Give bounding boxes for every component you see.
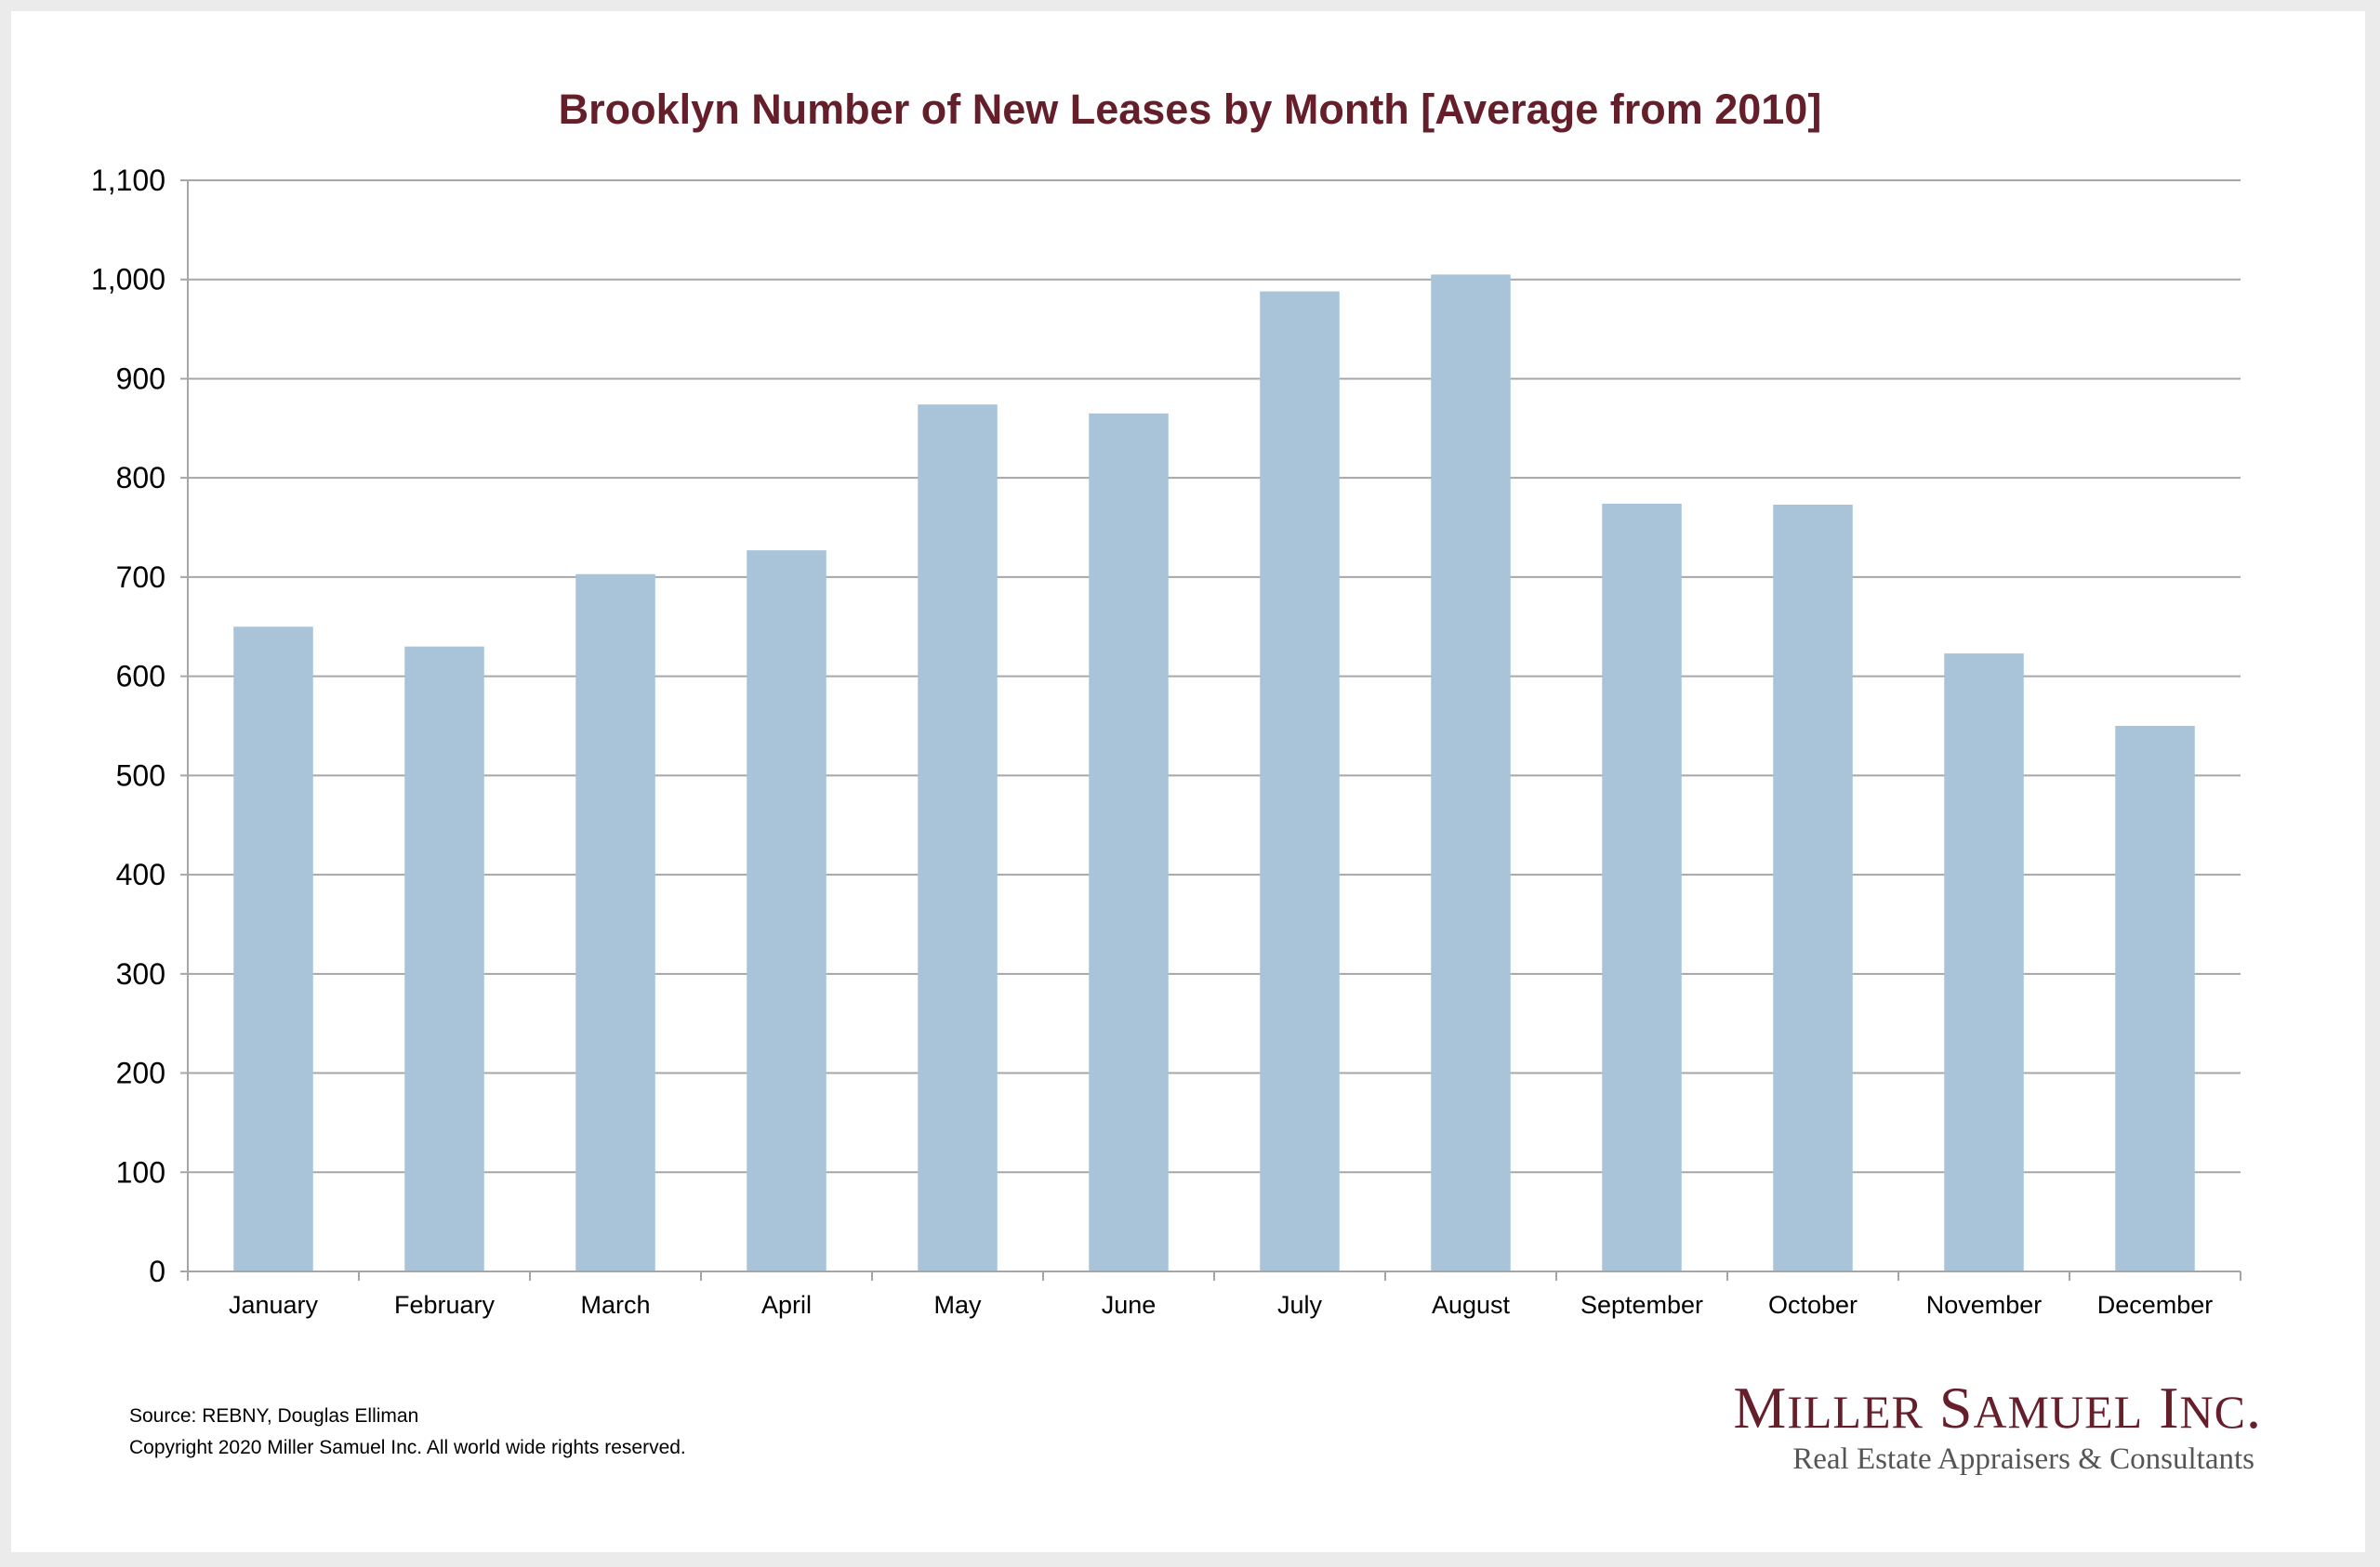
bar — [2115, 726, 2195, 1271]
x-tick-label: June — [1102, 1291, 1157, 1319]
bar — [1944, 653, 2024, 1271]
x-tick-label: May — [933, 1291, 982, 1319]
y-tick-label: 700 — [116, 560, 165, 594]
x-tick-label: October — [1768, 1291, 1858, 1319]
company-tagline: Real Estate Appraisers & Consultants — [1792, 1442, 2254, 1476]
company-logo: MILLER SAMUEL INC. — [1733, 1375, 2262, 1441]
x-tick-label: March — [580, 1291, 650, 1319]
bar — [233, 626, 313, 1271]
x-tick-label: January — [229, 1291, 319, 1319]
y-tick-label: 500 — [116, 758, 165, 792]
y-tick-label: 200 — [116, 1057, 165, 1090]
bar — [1260, 291, 1340, 1271]
x-tick-label: August — [1432, 1291, 1511, 1319]
bar — [747, 550, 826, 1271]
y-tick-label: 100 — [116, 1155, 165, 1189]
y-tick-label: 300 — [116, 957, 165, 991]
copyright-note: Copyright 2020 Miller Samuel Inc. All wo… — [129, 1437, 686, 1458]
y-tick-label: 0 — [149, 1255, 165, 1288]
bar — [1773, 504, 1853, 1271]
source-note: Source: REBNY, Douglas Elliman — [129, 1405, 419, 1427]
y-tick-label: 900 — [116, 362, 165, 395]
x-tick-label: September — [1580, 1291, 1703, 1319]
chart-title: Brooklyn Number of New Leases by Month [… — [558, 86, 1822, 133]
x-tick-label: November — [1926, 1291, 2043, 1319]
bar — [575, 573, 655, 1271]
bar — [1089, 413, 1169, 1271]
x-tick-label: February — [394, 1291, 496, 1319]
y-tick-label: 800 — [116, 461, 165, 494]
bar — [1431, 274, 1511, 1272]
x-tick-label: April — [761, 1291, 812, 1319]
bar — [918, 404, 998, 1272]
y-tick-label: 400 — [116, 858, 165, 891]
y-tick-label: 1,000 — [91, 263, 165, 296]
bar — [1602, 503, 1682, 1271]
bar — [404, 646, 484, 1271]
x-tick-label: December — [2097, 1291, 2214, 1319]
y-tick-label: 600 — [116, 660, 165, 693]
x-tick-label: July — [1277, 1291, 1323, 1319]
y-tick-label: 1,100 — [91, 164, 165, 197]
